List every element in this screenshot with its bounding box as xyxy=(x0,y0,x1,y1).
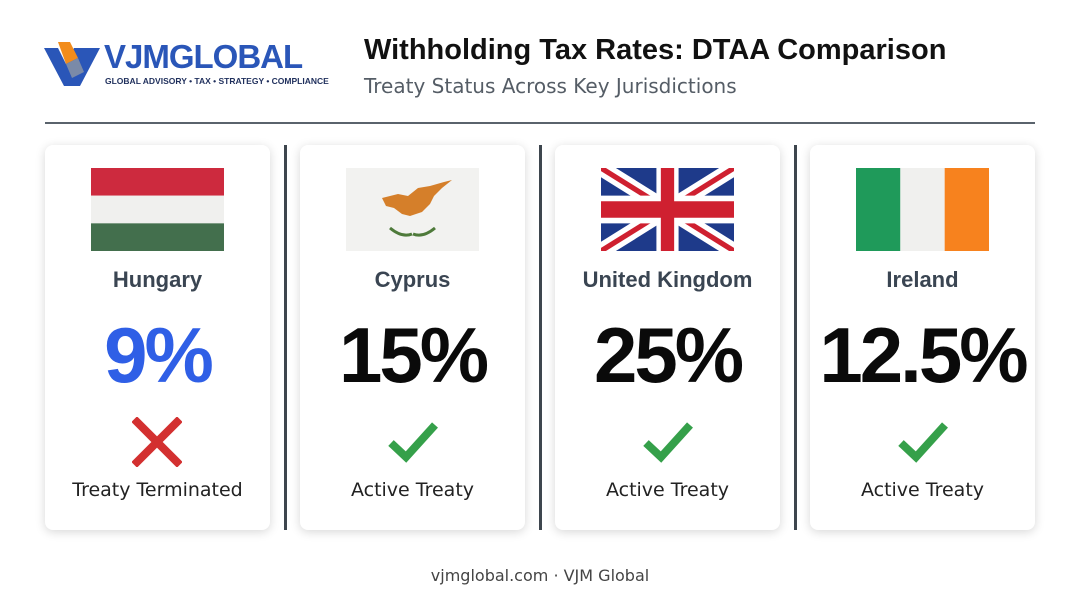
status: Active Treaty xyxy=(605,479,730,501)
logo: VJMGLOBAL xyxy=(104,38,303,75)
check-icon xyxy=(388,422,438,463)
status: Treaty Terminated xyxy=(72,479,243,501)
status: Active Treaty xyxy=(860,479,985,501)
flag xyxy=(856,168,989,251)
divider xyxy=(284,145,287,530)
cross-icon xyxy=(132,417,182,467)
rate: 9% xyxy=(104,311,214,399)
rate: 15% xyxy=(338,311,489,399)
footer: vjmglobal.com · VJM Global xyxy=(430,566,650,585)
divider xyxy=(539,145,542,530)
flag xyxy=(601,168,734,251)
check-icon xyxy=(643,422,693,463)
status: Active Treaty xyxy=(350,479,475,501)
title: Withholding Tax Rates: DTAA Comparison xyxy=(364,34,947,66)
subtitle: Treaty Status Across Key Jurisdictions xyxy=(364,74,737,98)
card: Ireland 12.5% Active Treaty xyxy=(810,145,1035,530)
header-rule xyxy=(45,122,1035,124)
rate: 25% xyxy=(593,311,744,399)
country: Hungary xyxy=(112,267,203,292)
card: Cyprus 15% Active Treaty xyxy=(300,145,525,530)
logo-mark xyxy=(44,42,100,86)
flag xyxy=(346,168,479,251)
country: Cyprus xyxy=(374,267,451,292)
tagline: GLOBAL ADVISORY • TAX • STRATEGY • COMPL… xyxy=(105,76,329,86)
divider xyxy=(794,145,797,530)
flag xyxy=(91,168,224,251)
rate: 12.5% xyxy=(819,311,1028,399)
card: Hungary 9% Treaty Terminated xyxy=(45,145,270,530)
card: United Kingdom 25% Active Treaty xyxy=(555,145,780,530)
check-icon xyxy=(898,422,948,463)
country: United Kingdom xyxy=(582,267,753,292)
country: Ireland xyxy=(886,267,959,292)
